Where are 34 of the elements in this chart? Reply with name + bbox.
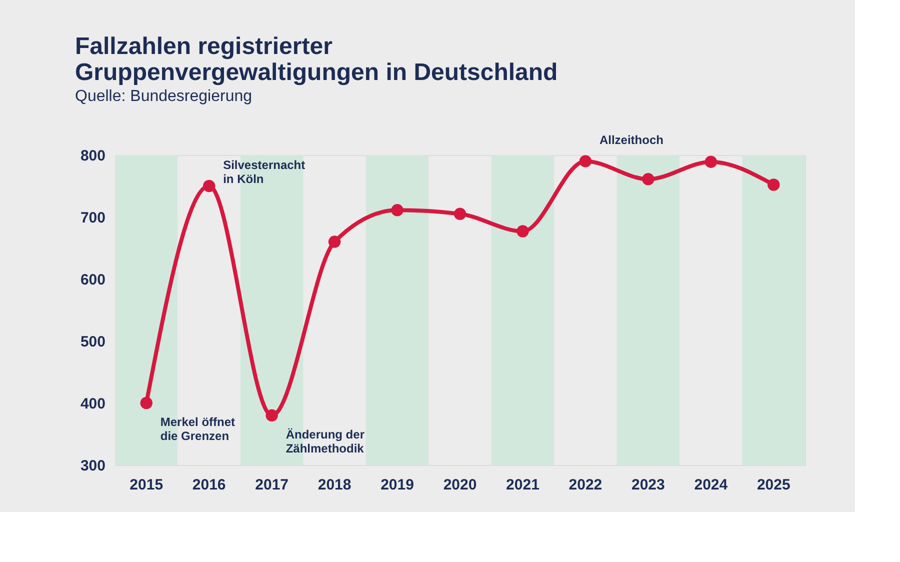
point [202, 180, 216, 192]
annotation: Merkel öffnet die Grenzen [160, 415, 236, 443]
x-tick-label: 2025 [756, 476, 790, 494]
chart-subtitle: Quelle: Bundesregierung [75, 88, 252, 106]
y-tick-label: 300 [80, 458, 106, 474]
x-tick-label: 2022 [568, 476, 602, 494]
point [516, 225, 529, 238]
y-tick-label: 600 [80, 272, 106, 288]
point [391, 204, 404, 216]
point [328, 236, 341, 248]
y-tick-label: 700 [80, 210, 106, 226]
point [704, 156, 718, 168]
chart-title: Fallzahlen registrierter Gruppenvergewaltigungen in Deutschland [75, 33, 558, 86]
x-tick-label: 2017 [255, 476, 289, 494]
point [768, 178, 780, 191]
x-tick-label: 2019 [380, 476, 414, 494]
x-tick-label: 2021 [506, 476, 540, 494]
point [579, 155, 592, 168]
point [642, 173, 654, 186]
point [266, 409, 278, 422]
point [454, 208, 466, 220]
annotation: Änderung der Zählmethodik [286, 427, 365, 456]
x-tick-label: 2015 [130, 476, 164, 494]
x-tick-label: 2024 [694, 476, 728, 494]
annotation: Silvesternacht in Köln [223, 158, 306, 186]
x-tick-label: 2016 [192, 476, 226, 494]
annotation: Allzeithoch [599, 133, 664, 148]
y-tick-label: 500 [80, 334, 106, 350]
x-tick-label: 2018 [318, 476, 352, 494]
y-tick-label: 800 [80, 148, 106, 164]
point [140, 396, 152, 410]
y-tick-label: 400 [80, 396, 106, 412]
x-tick-label: 2023 [631, 476, 665, 494]
x-tick-label: 2020 [443, 476, 477, 494]
